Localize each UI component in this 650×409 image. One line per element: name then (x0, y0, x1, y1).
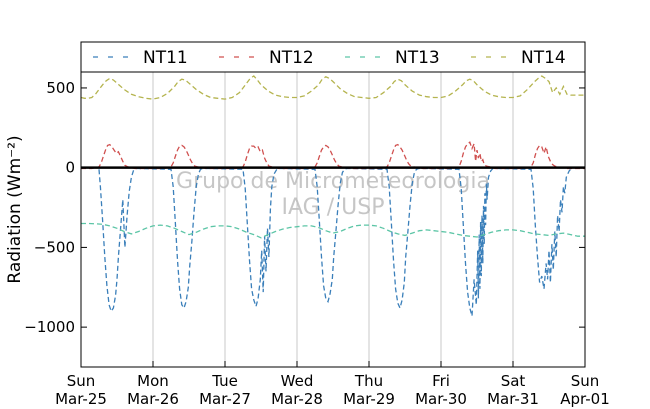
legend-box (80, 41, 586, 73)
watermark-line-1: Grupo de Micrometeorologia (176, 169, 490, 194)
y-tick-label: −1000 (24, 318, 75, 336)
y-tick-label: −500 (34, 238, 75, 256)
x-tick-day-label: Wed (281, 372, 314, 390)
x-tick-day-label: Sun (571, 372, 600, 390)
x-tick-day-label: Sun (67, 372, 96, 390)
x-tick-date-label: Mar-30 (415, 390, 467, 408)
x-tick-date-label: Mar-31 (487, 390, 539, 408)
x-tick-date-label: Mar-26 (127, 390, 179, 408)
grid-lines (152, 72, 514, 367)
watermark: Grupo de Micrometeorologia IAG / USP (176, 169, 490, 220)
x-tick-date-label: Mar-27 (199, 390, 251, 408)
y-tick-label: 500 (46, 79, 75, 97)
y-axis-label: Radiation (Wm⁻²) (5, 135, 25, 283)
y-tick-label: 0 (65, 159, 75, 177)
series-line-nt13 (81, 222, 585, 239)
legend: NT11 NT12 NT13 NT14 (80, 41, 586, 73)
x-tick-date-label: Mar-25 (55, 390, 107, 408)
legend-label-nt12: NT12 (269, 48, 314, 68)
x-tick-day-label: Mon (137, 372, 169, 390)
x-axis: SunMar-25MonMar-26TueMar-27WedMar-28ThuM… (55, 361, 610, 408)
legend-label-nt14: NT14 (521, 48, 566, 68)
x-tick-day-label: Fri (432, 372, 450, 390)
x-tick-date-label: Apr-01 (560, 390, 610, 408)
watermark-line-2: IAG / USP (282, 195, 385, 220)
x-tick-day-label: Sat (501, 372, 526, 390)
series-line-nt14 (80, 75, 585, 100)
x-tick-date-label: Mar-28 (271, 390, 323, 408)
y-axis: 500 0 −500 −1000 (24, 79, 585, 336)
legend-label-nt13: NT13 (395, 48, 440, 68)
x-tick-day-label: Thu (354, 372, 383, 390)
series-line-nt12 (81, 141, 585, 170)
legend-label-nt11: NT11 (143, 48, 188, 68)
x-tick-day-label: Tue (211, 372, 238, 390)
x-tick-date-label: Mar-29 (343, 390, 395, 408)
